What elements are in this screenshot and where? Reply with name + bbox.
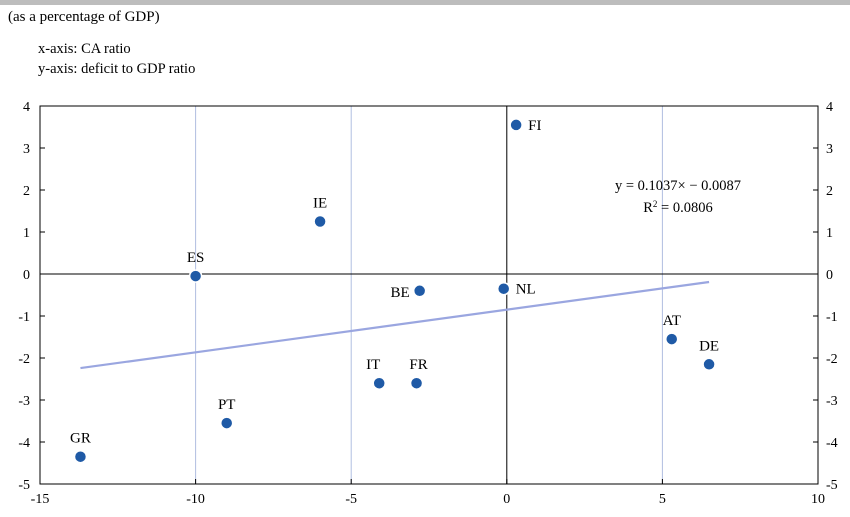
data-point-at [664,332,679,346]
data-label-be: BE [390,285,409,301]
y-tick-label-right: -2 [826,352,838,367]
data-point-it [372,376,386,390]
data-label-ie: IE [313,196,327,212]
data-label-es: ES [187,250,205,266]
y-tick-label-right: 4 [826,100,833,115]
x-tick-label: -10 [186,492,205,507]
y-tick-label-left: -2 [18,352,30,367]
plot-frame [39,105,819,485]
data-point-ie [313,214,327,229]
y-tick-label-right: 0 [826,268,833,283]
trendline [80,280,710,370]
x-tick-label: 5 [659,492,666,507]
y-tick-label-left: 2 [23,184,30,199]
x-axis-note: x-axis: CA ratio [38,41,131,57]
y-tick-label-right: 2 [826,184,833,199]
data-point-fr [409,376,424,390]
y-tick-label-left: -1 [18,310,30,325]
y-tick-label-left: -3 [18,394,30,409]
x-tick-label: -15 [31,492,50,507]
header-bar [0,0,850,5]
y-tick-label-left: 3 [23,142,30,157]
data-label-it: IT [366,357,380,373]
data-point-be [412,284,427,298]
r-squared-label: R2 = 0.0806 [643,199,712,216]
y-tick-label-left: -4 [18,436,30,451]
y-tick-label-right: 3 [826,142,833,157]
data-point-gr [73,449,88,464]
x-tick-label: 10 [811,492,825,507]
trendline-equation: y = 0.1037× − 0.0087 [615,178,741,194]
chart-subtitle: (as a percentage of GDP) [8,9,160,25]
y-tick-label-right: -1 [826,310,838,325]
data-label-fi: FI [528,118,541,134]
y-axis-note: y-axis: deficit to GDP ratio [38,61,196,77]
data-label-fr: FR [409,357,427,373]
data-label-nl: NL [516,282,536,298]
y-tick-label-left: -5 [18,478,30,493]
y-tick-label-left: 0 [23,268,30,283]
data-label-de: DE [699,338,719,354]
data-label-gr: GR [70,431,91,447]
y-tick-label-right: -4 [826,436,838,451]
y-tick-label-right: -3 [826,394,838,409]
data-label-pt: PT [218,397,236,413]
data-point-pt [219,416,234,430]
data-point-es [188,269,203,283]
y-tick-label-left: 1 [23,226,30,241]
data-point-fi [509,118,523,132]
data-point-de [702,357,716,372]
x-tick-label: 0 [503,492,510,507]
data-label-at: AT [663,313,681,329]
data-point-nl [496,281,511,296]
y-tick-label-left: 4 [23,100,30,115]
y-tick-label-right: 1 [826,226,833,241]
x-tick-label: -5 [345,492,357,507]
y-tick-label-right: -5 [826,478,838,493]
